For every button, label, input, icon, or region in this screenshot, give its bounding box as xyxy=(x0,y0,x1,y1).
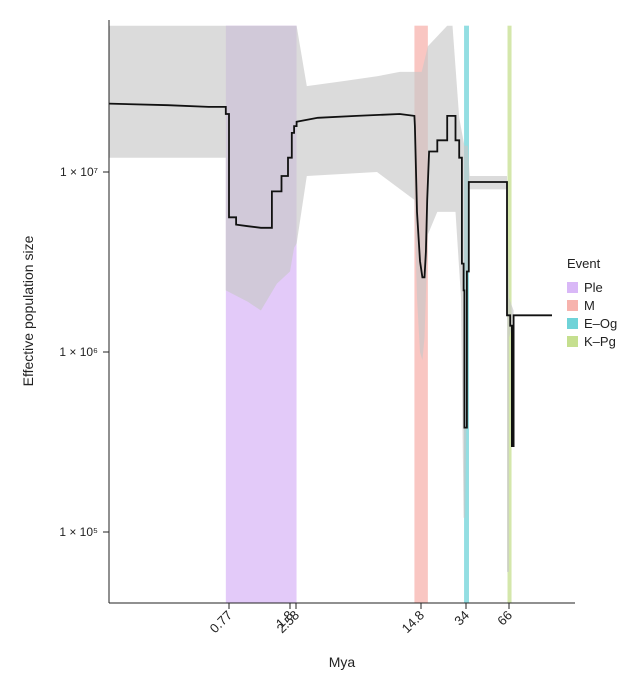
x-tick-label: 14.8 xyxy=(399,608,428,637)
x-ticks: 0.77 1.82.58 14.8 34 66 xyxy=(207,603,515,637)
median-line xyxy=(108,102,552,448)
confidence-band xyxy=(109,25,514,572)
y-axis-label: Effective population size xyxy=(20,235,36,386)
legend-swatch-k-pg xyxy=(567,336,578,347)
legend-swatch-e-og xyxy=(567,318,578,329)
legend-swatch-m xyxy=(567,300,578,311)
y-tick-label: 1 × 10⁶ xyxy=(59,345,98,359)
legend-title: Event xyxy=(567,256,601,271)
median-path xyxy=(108,102,552,448)
x-tick-label: 0.77 xyxy=(207,608,236,637)
y-tick-label: 1 × 10⁷ xyxy=(60,165,98,179)
ci-area xyxy=(109,25,514,572)
legend-label-e-og: E–Og xyxy=(584,316,617,331)
legend-label-ple: Ple xyxy=(584,280,603,295)
x-tick-label: 66 xyxy=(494,608,515,629)
x-tick-label: 34 xyxy=(451,608,472,629)
legend-label-m: M xyxy=(584,298,595,313)
y-tick-label: 1 × 10⁵ xyxy=(59,525,98,539)
x-tick-label: 2.58 xyxy=(274,608,303,637)
y-ticks: 1 × 10⁵ 1 × 10⁶ 1 × 10⁷ xyxy=(59,165,109,539)
legend-swatch-ple xyxy=(567,282,578,293)
x-axis-label: Mya xyxy=(329,654,356,670)
legend-label-k-pg: K–Pg xyxy=(584,334,616,349)
axes xyxy=(108,20,575,604)
legend: Event Ple M E–Og K–Pg xyxy=(567,256,617,349)
